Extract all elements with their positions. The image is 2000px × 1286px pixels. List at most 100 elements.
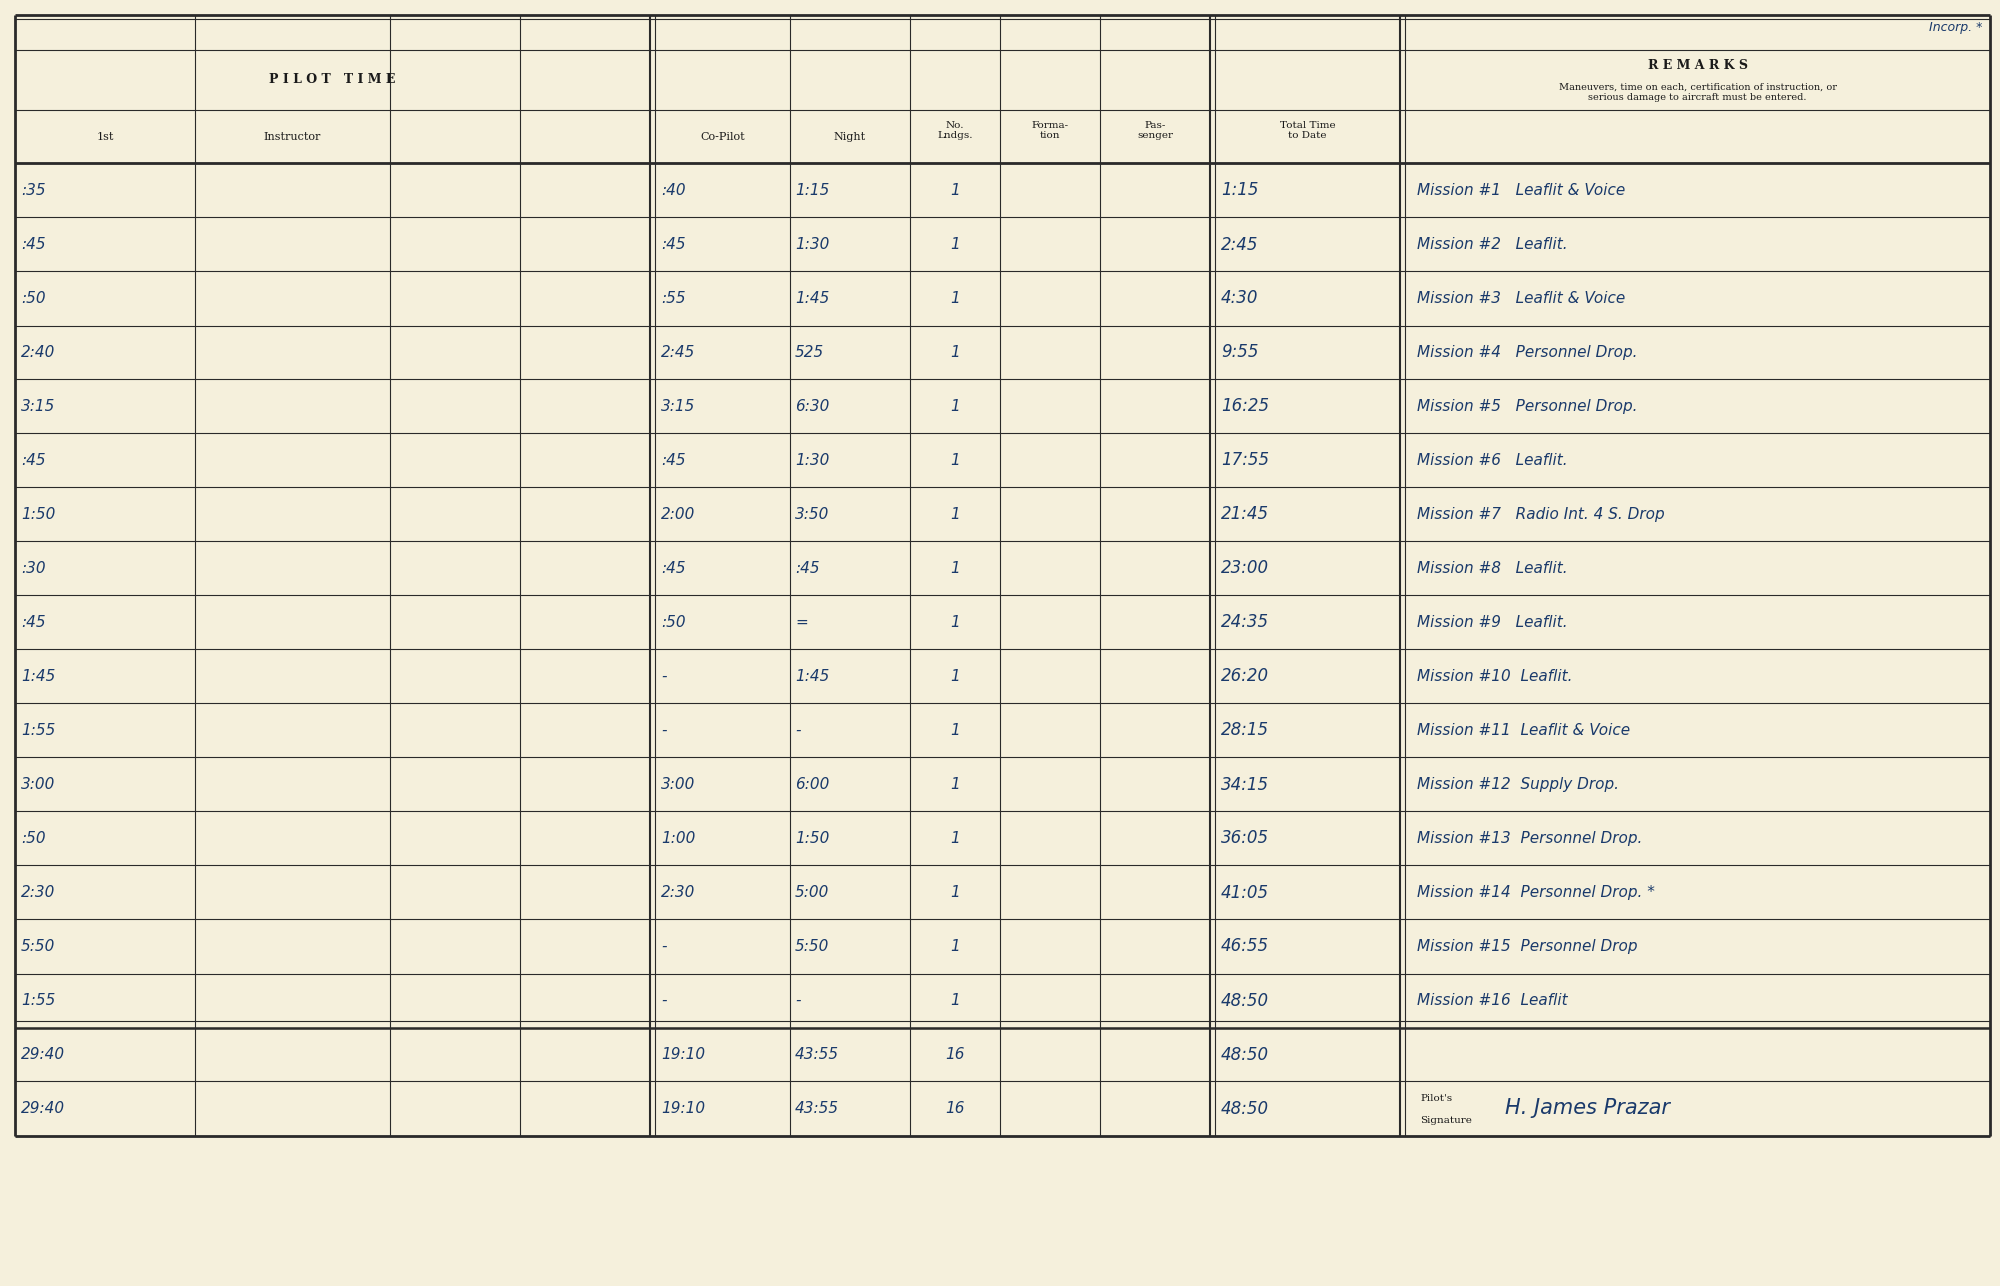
Text: Co-Pilot: Co-Pilot xyxy=(700,131,744,141)
Text: Pilot's: Pilot's xyxy=(1420,1094,1452,1103)
Text: 2:30: 2:30 xyxy=(20,885,56,900)
Text: 16:25: 16:25 xyxy=(1222,397,1270,415)
Text: Signature: Signature xyxy=(1420,1116,1472,1125)
Text: 19:10: 19:10 xyxy=(662,1101,706,1116)
Text: 29:40: 29:40 xyxy=(20,1047,66,1062)
Text: -: - xyxy=(796,993,800,1008)
Text: 43:55: 43:55 xyxy=(796,1047,840,1062)
Text: 17:55: 17:55 xyxy=(1222,451,1270,469)
Text: R E M A R K S: R E M A R K S xyxy=(1648,59,1748,72)
Text: 1:55: 1:55 xyxy=(20,993,56,1008)
Text: Pas-
senger: Pas- senger xyxy=(1138,121,1174,140)
Text: -: - xyxy=(796,723,800,738)
Text: Mission #10  Leaflit.: Mission #10 Leaflit. xyxy=(1418,669,1572,684)
Text: 26:20: 26:20 xyxy=(1222,667,1270,685)
Text: Mission #13  Personnel Drop.: Mission #13 Personnel Drop. xyxy=(1418,831,1642,846)
Text: 2:45: 2:45 xyxy=(662,345,696,360)
Text: -: - xyxy=(662,723,666,738)
Text: 1: 1 xyxy=(950,885,960,900)
Text: 1: 1 xyxy=(950,669,960,684)
Text: -: - xyxy=(662,669,666,684)
Text: Mission #16  Leaflit: Mission #16 Leaflit xyxy=(1418,993,1568,1008)
Text: -: - xyxy=(662,993,666,1008)
Text: 1:50: 1:50 xyxy=(796,831,830,846)
Text: :45: :45 xyxy=(20,615,46,630)
Text: 19:10: 19:10 xyxy=(662,1047,706,1062)
Text: 1:30: 1:30 xyxy=(796,237,830,252)
Text: 1:55: 1:55 xyxy=(20,723,56,738)
Text: Mission #4   Personnel Drop.: Mission #4 Personnel Drop. xyxy=(1418,345,1638,360)
Text: 2:30: 2:30 xyxy=(662,885,696,900)
Text: 16: 16 xyxy=(946,1101,964,1116)
Text: 41:05: 41:05 xyxy=(1222,883,1270,901)
Text: 1:50: 1:50 xyxy=(20,507,56,522)
Text: :30: :30 xyxy=(20,561,46,576)
Text: :45: :45 xyxy=(662,453,686,468)
Text: 1: 1 xyxy=(950,183,960,198)
Text: :50: :50 xyxy=(20,291,46,306)
Text: 4:30: 4:30 xyxy=(1222,289,1258,307)
Text: 1: 1 xyxy=(950,291,960,306)
Text: 9:55: 9:55 xyxy=(1222,343,1258,361)
Text: 1:30: 1:30 xyxy=(796,453,830,468)
Text: :50: :50 xyxy=(662,615,686,630)
Text: :55: :55 xyxy=(662,291,686,306)
Text: 24:35: 24:35 xyxy=(1222,613,1270,631)
Text: 3:00: 3:00 xyxy=(662,777,696,792)
Text: 1: 1 xyxy=(950,399,960,414)
Text: Mission #9   Leaflit.: Mission #9 Leaflit. xyxy=(1418,615,1568,630)
Text: P I L O T   T I M E: P I L O T T I M E xyxy=(270,73,396,86)
Text: Mission #11  Leaflit & Voice: Mission #11 Leaflit & Voice xyxy=(1418,723,1630,738)
Text: 1: 1 xyxy=(950,453,960,468)
Text: Incorp. *: Incorp. * xyxy=(1928,21,1982,33)
Text: :40: :40 xyxy=(662,183,686,198)
Text: 1:45: 1:45 xyxy=(20,669,56,684)
Text: :45: :45 xyxy=(796,561,820,576)
Text: 48:50: 48:50 xyxy=(1222,992,1270,1010)
Text: 1: 1 xyxy=(950,345,960,360)
Text: 6:00: 6:00 xyxy=(796,777,830,792)
Text: 3:50: 3:50 xyxy=(796,507,830,522)
Text: 1: 1 xyxy=(950,777,960,792)
Text: :45: :45 xyxy=(20,453,46,468)
Text: 5:50: 5:50 xyxy=(796,939,830,954)
Text: Mission #3   Leaflit & Voice: Mission #3 Leaflit & Voice xyxy=(1418,291,1626,306)
Text: 2:40: 2:40 xyxy=(20,345,56,360)
Text: 1: 1 xyxy=(950,831,960,846)
Text: 46:55: 46:55 xyxy=(1222,937,1270,955)
Text: 525: 525 xyxy=(796,345,824,360)
Text: 29:40: 29:40 xyxy=(20,1101,66,1116)
Text: Mission #6   Leaflit.: Mission #6 Leaflit. xyxy=(1418,453,1568,468)
Text: Maneuvers, time on each, certification of instruction, or
serious damage to airc: Maneuvers, time on each, certification o… xyxy=(1558,82,1836,102)
Text: Mission #14  Personnel Drop. *: Mission #14 Personnel Drop. * xyxy=(1418,885,1654,900)
Text: 43:55: 43:55 xyxy=(796,1101,840,1116)
Text: 1:45: 1:45 xyxy=(796,291,830,306)
Text: -: - xyxy=(662,939,666,954)
Text: 1: 1 xyxy=(950,723,960,738)
Text: Mission #1   Leaflit & Voice: Mission #1 Leaflit & Voice xyxy=(1418,183,1626,198)
Text: 5:50: 5:50 xyxy=(20,939,56,954)
Text: :45: :45 xyxy=(20,237,46,252)
Text: Forma-
tion: Forma- tion xyxy=(1032,121,1068,140)
Text: 1: 1 xyxy=(950,561,960,576)
Text: 3:00: 3:00 xyxy=(20,777,56,792)
Text: 2:45: 2:45 xyxy=(1222,235,1258,253)
Text: Mission #2   Leaflit.: Mission #2 Leaflit. xyxy=(1418,237,1568,252)
Text: 1: 1 xyxy=(950,939,960,954)
Text: 34:15: 34:15 xyxy=(1222,775,1270,793)
Text: 1:15: 1:15 xyxy=(1222,181,1258,199)
Text: Mission #12  Supply Drop.: Mission #12 Supply Drop. xyxy=(1418,777,1620,792)
Text: :45: :45 xyxy=(662,561,686,576)
Text: Mission #8   Leaflit.: Mission #8 Leaflit. xyxy=(1418,561,1568,576)
Text: 23:00: 23:00 xyxy=(1222,559,1270,577)
Text: Instructor: Instructor xyxy=(264,131,322,141)
Text: 48:50: 48:50 xyxy=(1222,1100,1270,1118)
Text: :35: :35 xyxy=(20,183,46,198)
Text: 1: 1 xyxy=(950,615,960,630)
Text: Mission #7   Radio Int. 4 S. Drop: Mission #7 Radio Int. 4 S. Drop xyxy=(1418,507,1664,522)
Text: 6:30: 6:30 xyxy=(796,399,830,414)
Text: H. James Prazar: H. James Prazar xyxy=(1506,1098,1670,1119)
Text: 1:45: 1:45 xyxy=(796,669,830,684)
Text: 1:00: 1:00 xyxy=(662,831,696,846)
Text: 28:15: 28:15 xyxy=(1222,721,1270,739)
